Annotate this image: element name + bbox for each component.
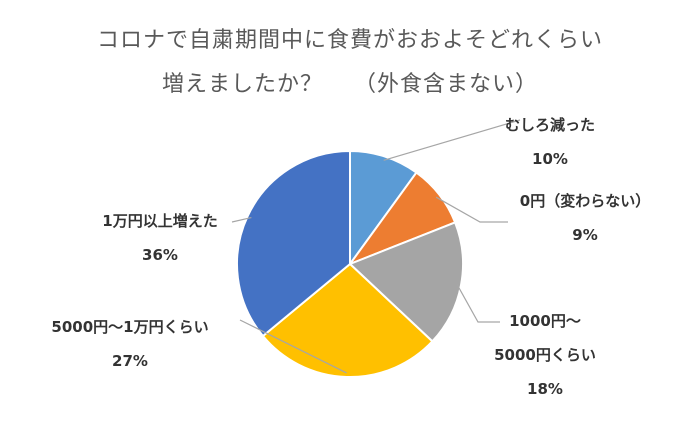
leader-line-decreased [383, 119, 521, 161]
leader-line-1000-5000 [456, 284, 500, 323]
slice-label-text: むしろ減った [504, 116, 595, 134]
leader-line-5000-10000 [239, 319, 347, 374]
slice-label-over-10000: 1万円以上増えた 36% [85, 204, 235, 272]
pie-slice-1000-5000 [348, 221, 464, 343]
slice-label-percent: 9% [572, 226, 598, 244]
chart-title-line-2: 増えましたか？ （外食含まない） [162, 72, 538, 97]
slice-label-text: 1万円以上増えた [102, 212, 218, 230]
slice-label-percent: 36% [142, 246, 178, 264]
slice-label-percent: 18% [527, 380, 563, 398]
slice-label-5000-10000: 5000円～1万円くらい 27% [30, 310, 230, 378]
slice-label-percent: 10% [532, 150, 568, 168]
pie-slice-decreased [349, 149, 418, 268]
slice-label-text: 0円（変わらない） [519, 192, 651, 210]
slice-label-1000-5000: 1000円～ 5000円くらい 18% [455, 304, 635, 406]
leader-line-no-change [435, 196, 508, 223]
chart-title-line-1: コロナで自粛期間中に食費がおおよそどれくらい [96, 28, 603, 53]
slice-label-no-change: 0円（変わらない） 9% [490, 184, 680, 252]
slice-label-text: 1000円～ [509, 312, 581, 330]
slice-label-text-2: 5000円くらい [494, 346, 596, 364]
slice-label-percent: 27% [112, 352, 148, 370]
pie-slice-5000-10000 [261, 262, 434, 378]
slice-label-decreased: むしろ減った 10% [470, 108, 630, 176]
leader-line-over-10000 [231, 217, 252, 223]
pie-slice-over-10000 [236, 149, 351, 338]
slice-label-text: 5000円～1万円くらい [51, 318, 209, 336]
